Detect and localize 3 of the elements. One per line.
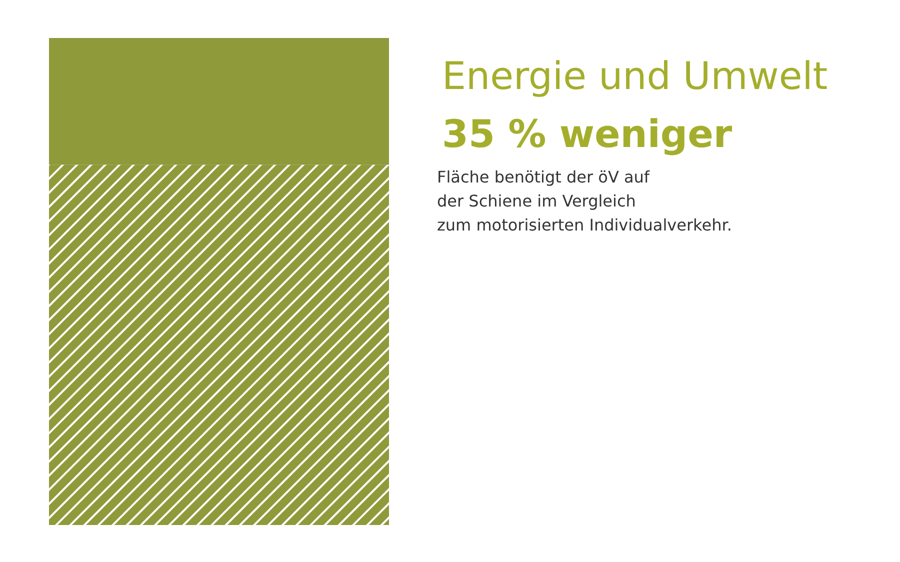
text: Fläche benötigt der öV auf der Schiene im Vergleich zum motorisierten Individualverkehr. bbox=[437, 168, 732, 234]
text: 35 % weniger bbox=[442, 112, 732, 156]
text: Energie und Umwelt bbox=[442, 54, 828, 98]
